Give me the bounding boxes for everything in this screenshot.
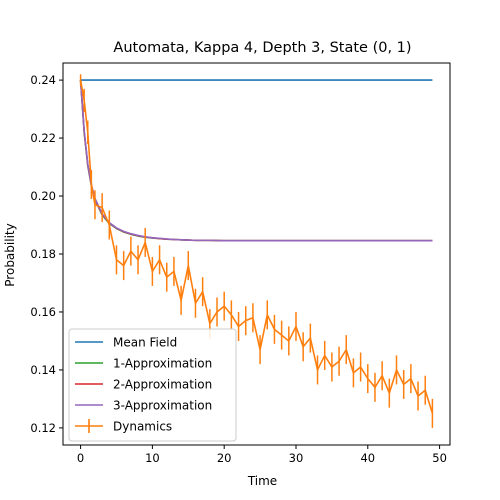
y-tick-label: 0.14 (30, 363, 56, 377)
x-axis-label: Time (247, 474, 277, 488)
legend: Mean Field 1-Approximation 2-Approximation… (68, 328, 237, 442)
series-line-dynamics (79, 79, 434, 414)
x-tick-label: 10 (145, 451, 160, 465)
legend-label: Dynamics (113, 420, 172, 434)
x-tick-label: 30 (289, 451, 304, 465)
legend-item-dynamics: Dynamics (75, 419, 172, 434)
legend-box (68, 328, 237, 442)
y-tick-label: 0.24 (30, 73, 56, 87)
plot-area (79, 74, 434, 428)
legend-label: 1-Approximation (113, 357, 212, 371)
legend-item-2-approximation: 2-Approximation (75, 378, 212, 392)
legend-item-3-approximation: 3-Approximation (75, 399, 212, 413)
x-tick-label: 50 (432, 451, 447, 465)
y-tick-label: 0.18 (30, 247, 56, 261)
series-dynamics (79, 74, 434, 428)
chart-title: Automata, Kappa 4, Depth 3, State (0, 1) (113, 40, 411, 56)
x-tick-label: 20 (217, 451, 232, 465)
y-tick-label: 0.16 (30, 305, 56, 319)
x-tick-label: 40 (360, 451, 375, 465)
y-tick-label: 0.20 (30, 189, 56, 203)
axes: 0 10 20 30 40 50 0.12 0.14 0.16 0.18 0.20 0.22 0.24 (30, 62, 451, 465)
legend-label: Mean Field (113, 336, 177, 350)
legend-item-mean-field: Mean Field (75, 336, 177, 350)
legend-label: 3-Approximation (113, 399, 212, 413)
legend-label: 2-Approximation (113, 378, 212, 392)
y-tick-label: 0.22 (30, 131, 56, 145)
legend-item-1-approximation: 1-Approximation (75, 357, 212, 371)
y-axis-label: Probability (3, 223, 17, 286)
x-tick-label: 0 (77, 451, 84, 465)
y-tick-label: 0.12 (30, 421, 56, 435)
